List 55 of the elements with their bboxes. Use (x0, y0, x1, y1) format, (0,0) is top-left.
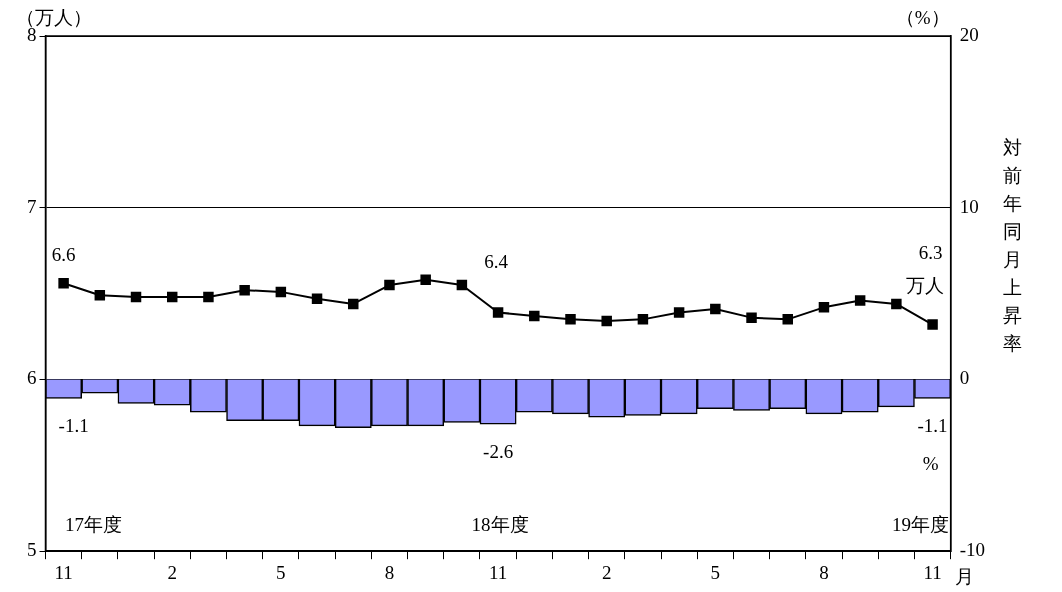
y2-tick-label: -10 (959, 539, 985, 561)
y-tick-label: 7 (27, 195, 37, 217)
data-label: -1.1 (58, 415, 89, 437)
y2-axis-title: 対前年同月上昇率 (1003, 137, 1023, 354)
point (239, 284, 250, 296)
point (746, 312, 757, 323)
y-tick-label: 6 (27, 367, 37, 389)
point (420, 274, 431, 286)
x-tick-label: 5 (710, 561, 721, 583)
x-tick-label: 5 (276, 561, 286, 583)
annotation: 19年度 (892, 514, 950, 536)
point (166, 291, 178, 303)
point (456, 279, 468, 291)
point (673, 307, 685, 318)
point (782, 314, 793, 325)
annotation: 17年度 (65, 514, 123, 536)
point (311, 293, 323, 304)
text: （%） (895, 7, 950, 28)
point (854, 295, 866, 306)
y2-tick-label: 20 (959, 23, 979, 45)
point (58, 278, 69, 289)
point (492, 307, 504, 318)
data-label: 6.3 (918, 241, 943, 263)
x-tick-label: 2 (601, 561, 612, 583)
y-tick-label: 5 (27, 539, 37, 561)
data-label: -1.1 (917, 415, 948, 437)
point (529, 310, 540, 322)
point (891, 298, 902, 310)
x-axis-title: 月 (954, 566, 974, 588)
point (348, 298, 359, 310)
point (927, 319, 938, 330)
point (130, 291, 142, 303)
x-tick-label: 11 (54, 561, 73, 583)
point (275, 286, 287, 298)
point (384, 279, 395, 291)
annotation: 18年度 (471, 514, 529, 536)
x-tick-label: 8 (384, 561, 395, 583)
y2-tick-label: 0 (959, 367, 970, 389)
data-label: 6.4 (484, 251, 509, 273)
annotation: % (922, 453, 939, 474)
x-tick-label: 11 (923, 561, 942, 583)
data-label: 6.6 (51, 244, 76, 266)
data-label: -2.6 (483, 441, 514, 463)
point (601, 315, 612, 327)
point (203, 291, 214, 303)
point (637, 314, 649, 325)
point (818, 302, 830, 313)
point (565, 314, 576, 325)
x-tick-label: 2 (167, 561, 177, 583)
point (710, 303, 721, 315)
x-tick-label: 11 (488, 561, 508, 583)
point (94, 290, 106, 301)
annotation: 万人 (905, 275, 944, 296)
x-tick-label: 8 (819, 561, 829, 583)
y2-tick-label: 10 (959, 195, 979, 217)
